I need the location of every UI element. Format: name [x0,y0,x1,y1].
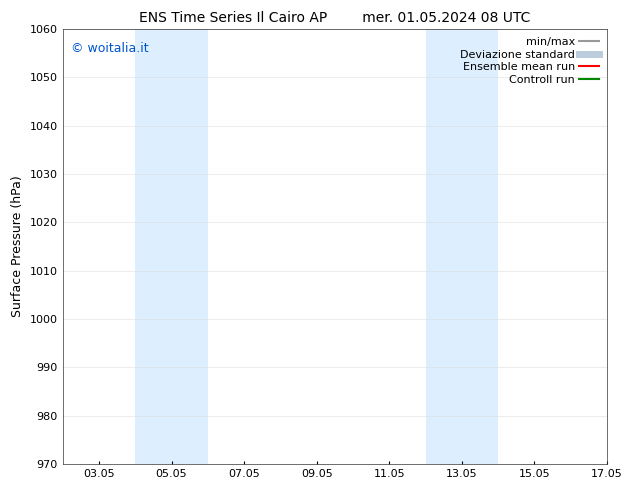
Title: ENS Time Series Il Cairo AP        mer. 01.05.2024 08 UTC: ENS Time Series Il Cairo AP mer. 01.05.2… [139,11,531,25]
Bar [135,29,208,464]
Legend: min/max, Deviazione standard, Ensemble mean run, Controll run: min/max, Deviazione standard, Ensemble m… [458,35,602,87]
Bar [425,29,498,464]
Y-axis label: Surface Pressure (hPa): Surface Pressure (hPa) [11,176,24,318]
Text: © woitalia.it: © woitalia.it [71,42,148,55]
